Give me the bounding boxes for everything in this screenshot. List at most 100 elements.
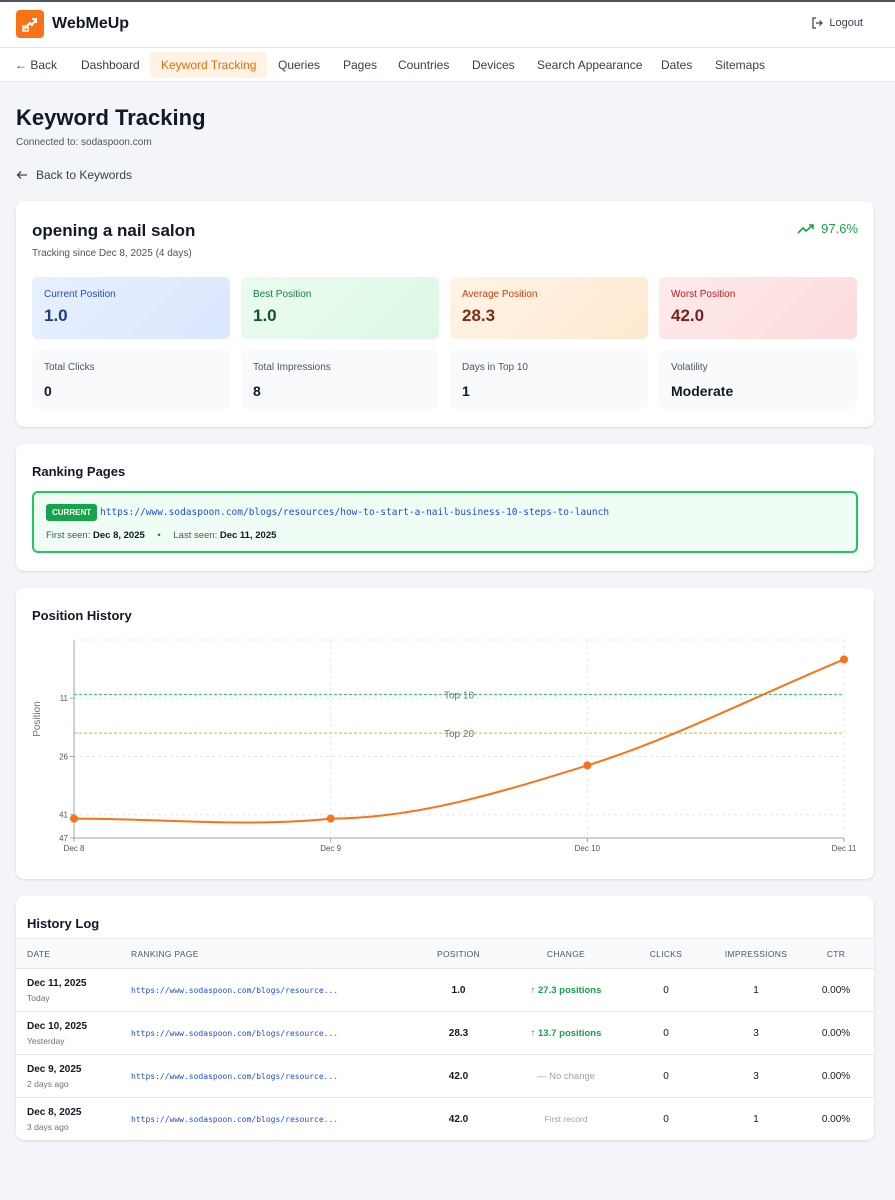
logo-icon	[22, 18, 37, 32]
row-url[interactable]: https://www.sodaspoon.com/blogs/resource…	[131, 1072, 339, 1081]
nav-devices[interactable]: Devices	[472, 58, 515, 72]
stat-days-in-top-10: Days in Top 10 1	[450, 350, 648, 409]
data-point	[840, 655, 848, 664]
row-impressions: 1	[753, 1114, 759, 1125]
stat-label: Current Position	[44, 289, 116, 300]
main-nav: ← Back Dashboard Keyword Tracking Querie…	[0, 48, 895, 82]
keyword-name: opening a nail salon	[32, 221, 196, 240]
row-clicks: 0	[663, 1071, 669, 1082]
x-tick-label: Dec 8	[64, 844, 85, 853]
stat-value: 1.0	[253, 306, 277, 325]
col-ranking-page: RANKING PAGE	[131, 949, 199, 959]
back-to-keywords-link[interactable]: Back to Keywords	[16, 168, 132, 182]
stat-average-position: Average Position 28.3	[450, 277, 648, 339]
row-position: 28.3	[448, 1028, 469, 1039]
nav-dashboard[interactable]: Dashboard	[81, 58, 140, 72]
row-url[interactable]: https://www.sodaspoon.com/blogs/resource…	[131, 1029, 339, 1038]
row-url[interactable]: https://www.sodaspoon.com/blogs/resource…	[131, 1115, 339, 1124]
table-row: Dec 8, 2025 3 days ago https://www.sodas…	[16, 1097, 874, 1140]
stat-label: Volatility	[671, 362, 708, 373]
first-seen-value: Dec 8, 2025	[93, 530, 145, 541]
ranking-page-meta: First seen: Dec 8, 2025 • Last seen: Dec…	[46, 530, 276, 541]
row-position: 42.0	[448, 1071, 469, 1082]
tracking-since: Tracking since Dec 8, 2025 (4 days)	[32, 248, 192, 259]
history-log-card: History Log DATE RANKING PAGE POSITION C…	[16, 896, 874, 1140]
stat-label: Days in Top 10	[462, 362, 528, 373]
row-relative-date: 2 days ago	[27, 1079, 69, 1089]
trend-value: 97.6%	[821, 221, 858, 236]
row-url[interactable]: https://www.sodaspoon.com/blogs/resource…	[131, 986, 339, 995]
row-date: Dec 8, 2025	[27, 1107, 82, 1118]
row-ctr: 0.00%	[821, 1071, 851, 1082]
current-badge: CURRENT	[46, 504, 98, 521]
meta-separator: •	[157, 530, 161, 541]
stat-worst-position: Worst Position 42.0	[659, 277, 857, 339]
table-row: Dec 11, 2025 Today https://www.sodaspoon…	[16, 968, 874, 1011]
data-point	[70, 814, 78, 823]
nav-search-appearance[interactable]: Search Appearance	[537, 58, 643, 72]
app-logo[interactable]	[16, 10, 44, 38]
trending-up-icon	[797, 223, 814, 234]
stat-value: 8	[253, 383, 261, 399]
nav-dates[interactable]: Dates	[661, 58, 693, 72]
position-history-chart: Dec 8 Dec 9 Dec 10 Dec 11 11 26 41 47 Position To…	[32, 639, 857, 853]
row-impressions: 1	[753, 985, 759, 996]
nav-keyword-tracking[interactable]: Keyword Tracking	[150, 52, 268, 78]
stat-best-position: Best Position 1.0	[241, 277, 439, 339]
ranking-pages-title: Ranking Pages	[32, 464, 126, 479]
position-history-title: Position History	[32, 608, 132, 623]
x-tick-label: Dec 11	[832, 844, 857, 853]
stat-label: Total Impressions	[253, 362, 331, 373]
stat-label: Average Position	[462, 289, 538, 300]
nav-back[interactable]: ← Back	[15, 58, 58, 72]
col-change: CHANGE	[546, 949, 586, 959]
history-log-title: History Log	[27, 916, 100, 931]
last-seen-value: Dec 11, 2025	[219, 530, 277, 541]
y-tick-label: 26	[59, 752, 68, 761]
row-ctr: 0.00%	[821, 1114, 851, 1125]
table-row: Dec 9, 2025 2 days ago https://www.sodas…	[16, 1054, 874, 1097]
nav-sitemaps[interactable]: Sitemaps	[715, 58, 766, 72]
y-tick-label: 11	[60, 694, 69, 703]
row-impressions: 3	[753, 1071, 759, 1082]
row-clicks: 0	[663, 985, 669, 996]
row-ctr: 0.00%	[821, 1028, 851, 1039]
stat-total-impressions: Total Impressions 8	[241, 350, 439, 409]
row-relative-date: Yesterday	[27, 1036, 65, 1046]
row-date: Dec 11, 2025	[27, 978, 87, 989]
col-position: POSITION	[436, 949, 480, 959]
logout-button[interactable]: Logout	[811, 17, 863, 29]
row-clicks: 0	[663, 1114, 669, 1125]
keyword-overview-card: opening a nail salon Tracking since Dec …	[16, 201, 874, 427]
last-seen-label: Last seen:	[173, 530, 218, 541]
data-point	[326, 814, 335, 823]
page-title: Keyword Tracking	[16, 105, 206, 130]
y-axis-label: Position	[32, 701, 43, 737]
nav-queries[interactable]: Queries	[278, 58, 321, 72]
data-point	[583, 761, 592, 770]
col-clicks: CLICKS	[649, 949, 683, 959]
row-change: — No change	[536, 1071, 596, 1082]
stat-total-clicks: Total Clicks 0	[32, 350, 230, 409]
nav-pages[interactable]: Pages	[343, 58, 378, 72]
ranking-pages-card: Ranking Pages CURRENT https://www.sodasp…	[16, 444, 874, 571]
table-row: Dec 10, 2025 Yesterday https://www.sodas…	[16, 1011, 874, 1054]
stat-value: Moderate	[671, 383, 734, 399]
col-ctr: CTR	[826, 949, 846, 959]
ranking-page-entry: CURRENT https://www.sodaspoon.com/blogs/…	[32, 491, 858, 553]
stat-value: 1.0	[44, 306, 68, 325]
x-tick-label: Dec 10	[575, 844, 601, 853]
first-seen-label: First seen:	[46, 530, 91, 541]
stat-value: 1	[462, 383, 470, 399]
row-position: 1.0	[451, 985, 466, 996]
connected-site: Connected to: sodaspoon.com	[16, 137, 152, 148]
nav-countries[interactable]: Countries	[398, 58, 450, 72]
reference-line-label: Top 20	[444, 729, 474, 740]
row-date: Dec 9, 2025	[27, 1064, 82, 1075]
series-line	[73, 658, 845, 824]
trend-indicator: 97.6%	[797, 221, 858, 236]
row-impressions: 3	[753, 1028, 759, 1039]
arrow-left-icon	[16, 171, 27, 179]
stat-value: 28.3	[462, 306, 496, 325]
ranking-page-url[interactable]: https://www.sodaspoon.com/blogs/resource…	[100, 507, 610, 518]
